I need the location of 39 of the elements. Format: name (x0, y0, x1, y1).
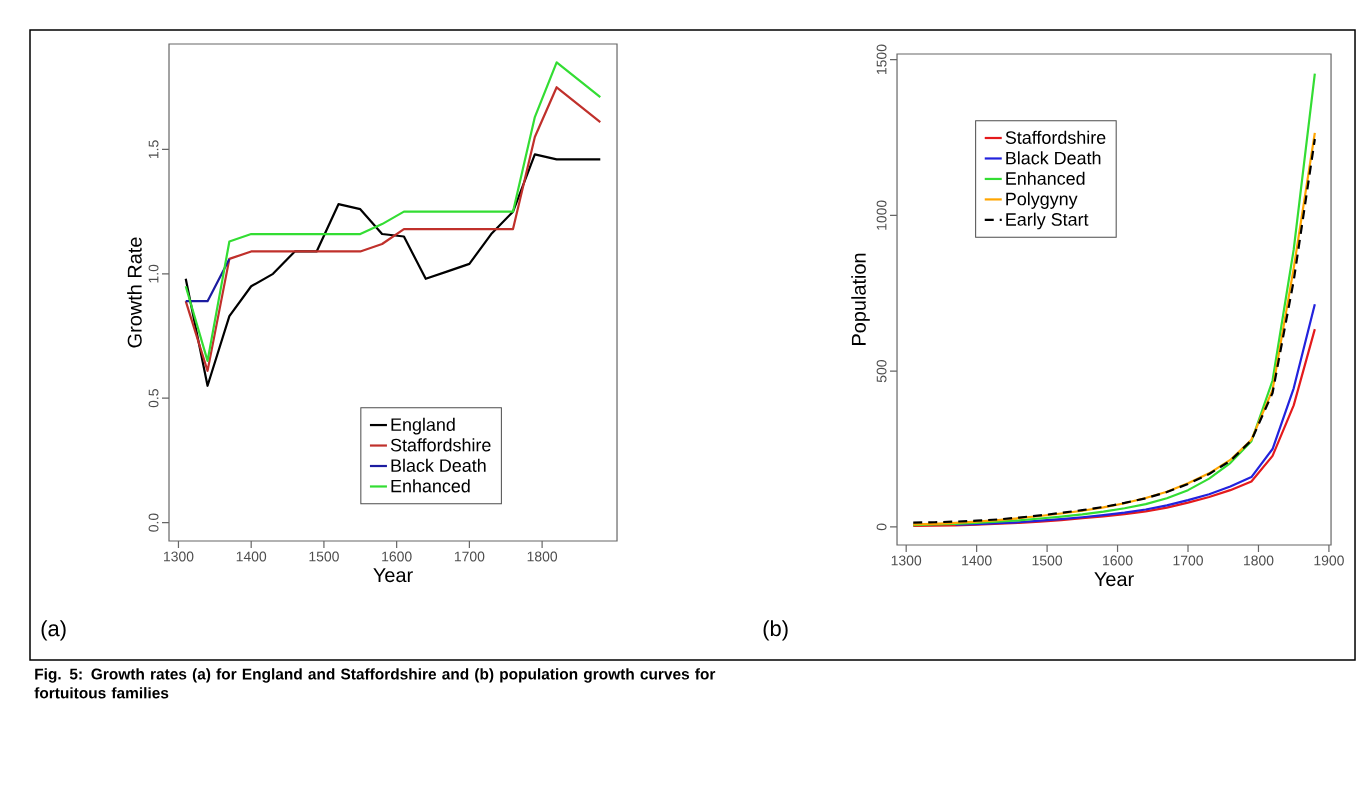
x-tick-label: 1300 (891, 555, 922, 566)
x-tick-label: 1400 (236, 551, 267, 562)
x-tick-label: 1400 (962, 555, 992, 566)
x-tick-label: 1700 (1173, 555, 1203, 566)
legend-label: Enhanced (391, 479, 470, 493)
y-tick-label: 1.5 (148, 140, 159, 159)
x-tick-label: 1600 (382, 551, 412, 562)
legend-label: Staffordshire (390, 438, 491, 452)
x-tick-label: 1500 (1032, 555, 1063, 566)
legend-label: England (391, 417, 455, 435)
legend-label: Black Death (391, 458, 486, 472)
y-tick-label: 1500 (876, 44, 887, 75)
text: (a) (41, 620, 66, 641)
legend-label: Black Death (1006, 151, 1101, 165)
legend-label: Early Start (1006, 212, 1089, 230)
y-tick-label: 0 (876, 523, 887, 531)
x-axis-title: Year (373, 568, 413, 583)
x-axis-title: Year (1094, 572, 1134, 587)
x-tick-label: 1500 (309, 551, 339, 562)
x-tick-label: 1700 (454, 551, 485, 562)
legend-label: Enhanced (1006, 171, 1085, 185)
x-tick-label: 1800 (1244, 555, 1274, 566)
line-series (184, 153, 602, 387)
y-tick-label: 0.0 (148, 513, 159, 532)
x-tick-label: 1300 (164, 551, 194, 562)
legend-label: Polygyny (1006, 192, 1078, 209)
caption: Fig. 5: Growth rates (a) for England and Staffordshire and (b) population growth curves for fortuitous families (34, 668, 716, 699)
y-tick-label: 1.0 (148, 264, 159, 283)
x-tick-label: 1900 (1314, 555, 1344, 566)
line-series (954, 303, 1316, 526)
y-tick-label: 500 (876, 360, 887, 383)
y-axis-title: Growth Rate (127, 237, 142, 348)
legend-label: Staffordshire (1005, 130, 1106, 144)
text: (b) (763, 620, 788, 641)
y-axis-title: Population (851, 253, 870, 345)
x-tick-label: 1600 (1103, 555, 1133, 566)
y-tick-label: 1000 (876, 200, 887, 230)
y-tick-label: 0.5 (148, 389, 159, 408)
x-tick-label: 1800 (527, 551, 558, 562)
